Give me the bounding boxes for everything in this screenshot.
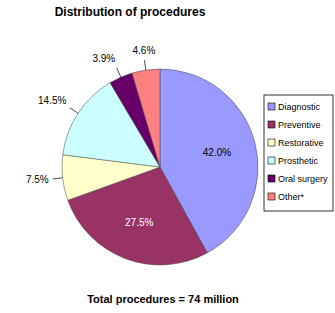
data-label: 3.9% (92, 53, 115, 64)
legend-swatch (268, 121, 275, 128)
legend-swatch (268, 175, 275, 182)
legend-label: Prosthetic (278, 156, 319, 166)
legend-label: Oral surgery (278, 174, 328, 184)
data-label: 7.5% (26, 174, 49, 185)
legend-swatch (268, 193, 275, 200)
data-label: 42.0% (203, 147, 231, 158)
legend-label: Diagnostic (278, 102, 321, 112)
legend-swatch (268, 139, 275, 146)
legend-label: Preventive (278, 120, 321, 130)
legend-box (264, 95, 333, 211)
legend-label: Restorative (278, 138, 324, 148)
annotation: Total procedures = 74 million (87, 293, 239, 305)
data-label: 4.6% (133, 45, 156, 56)
legend-swatch (268, 157, 275, 164)
data-labels: 42.0% 27.5% 7.5% 14.5% 3.9% 4.6% (26, 45, 231, 228)
data-label: 27.5% (125, 217, 153, 228)
leader-line (117, 68, 121, 77)
data-label: 14.5% (38, 95, 66, 106)
pie-slice (132, 69, 160, 167)
title: Distribution of procedures (55, 5, 206, 19)
slices (62, 69, 258, 265)
leader-line (70, 108, 78, 114)
legend-label: Other* (278, 192, 305, 202)
chart: Distribution of procedures 42.0% 27.5% 7.5%… (0, 0, 335, 313)
legend-swatch (268, 103, 275, 110)
leader-line (144, 60, 146, 70)
legend: Diagnostic Preventive Restorative Prostheti… (264, 95, 333, 211)
leader-line (53, 178, 63, 179)
